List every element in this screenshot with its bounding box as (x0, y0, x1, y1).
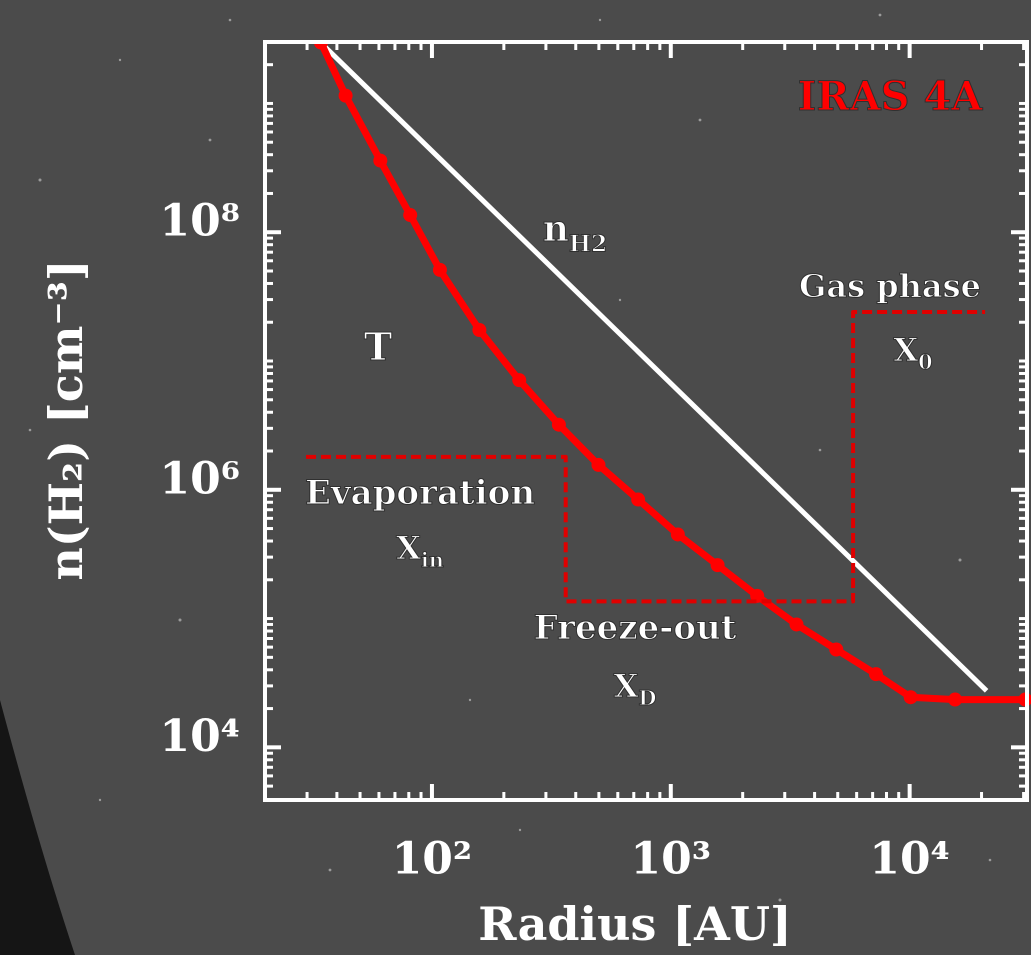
annotation-text: Evaporation (305, 473, 535, 513)
annotation-text: X (614, 667, 639, 705)
series-marker (711, 558, 725, 572)
annotation-subscript: 0 (918, 349, 932, 374)
x-tick-label: 10³ (631, 834, 712, 885)
series-marker (869, 667, 883, 681)
x-axis-label: Radius [AU] (478, 897, 791, 951)
annotation: Freeze-out (534, 608, 737, 648)
series-marker (512, 373, 526, 387)
annotation: T (364, 324, 392, 369)
series-marker (671, 527, 685, 541)
annotation-text: IRAS 4A (798, 73, 984, 120)
chart: 10² 10³ 10⁴ 10⁴ 10⁶ 10⁸ Radius [AU] n(H₂) [cm… (0, 0, 1031, 955)
x-tick-label: 10² (392, 834, 473, 885)
series-marker (433, 263, 447, 277)
annotation-subscript: D (638, 685, 656, 710)
y-tick-label: 10⁸ (159, 196, 240, 247)
page: {"chart_data": { "type": "line", "xlabel… (0, 0, 1031, 955)
y-tick-label: 10⁴ (159, 711, 240, 762)
series-marker (790, 617, 804, 631)
series-marker (552, 418, 566, 432)
series-marker (403, 208, 417, 222)
x-tick-label: 10⁴ (869, 834, 950, 885)
annotation-subscript: in (421, 547, 444, 572)
series-marker (904, 690, 918, 704)
series-marker (829, 643, 843, 657)
annotation-subscript: H2 (569, 229, 607, 257)
series-marker (472, 323, 486, 337)
annotation: Gas phase (799, 267, 981, 305)
annotation-text: Freeze-out (534, 608, 737, 648)
annotation: IRAS 4A (798, 73, 984, 120)
annotation-text: T (364, 324, 392, 369)
annotation-text: X (396, 529, 421, 567)
annotation-text: Gas phase (799, 267, 981, 305)
annotation-text: n (543, 208, 569, 250)
series-marker (948, 693, 962, 707)
annotation-text: X (893, 331, 918, 369)
annotation: Evaporation (305, 473, 535, 513)
series-marker (631, 493, 645, 507)
y-tick-label: 10⁶ (159, 453, 240, 504)
series-marker (373, 154, 387, 168)
series-marker (339, 89, 353, 103)
series-marker (591, 458, 605, 472)
y-axis-label: n(H₂) [cm⁻³] (39, 259, 93, 580)
